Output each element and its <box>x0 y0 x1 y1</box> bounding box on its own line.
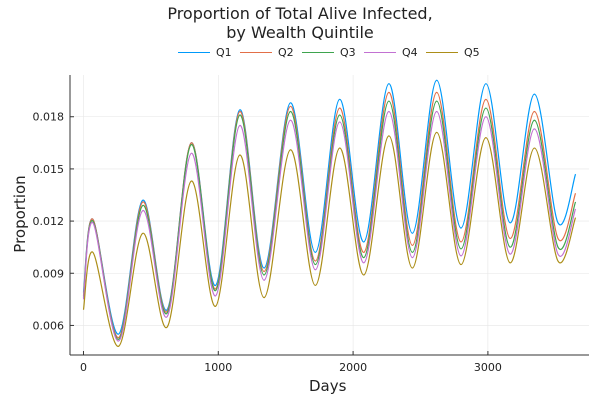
y-tick-label-0: 0.006 <box>33 319 65 332</box>
y-tick-label-2: 0.012 <box>33 215 65 228</box>
y-tick-label-3: 0.015 <box>33 163 65 176</box>
legend-label-q2: Q2 <box>278 45 294 59</box>
x-tick-label-1: 1000 <box>204 361 232 374</box>
series-line-q5 <box>82 131 577 347</box>
legend-swatch-q5 <box>426 51 458 53</box>
series-line-q4 <box>82 110 577 342</box>
legend-label-q4: Q4 <box>402 45 418 59</box>
legend-item-q4: Q4 <box>364 44 426 60</box>
legend-label-q5: Q5 <box>464 45 480 59</box>
legend-swatch-q4 <box>364 51 396 53</box>
legend-swatch-q1 <box>178 51 210 53</box>
y-tick-label-1: 0.009 <box>33 267 65 280</box>
legend-item-q1: Q1 <box>178 44 240 60</box>
y-tick-label-4: 0.018 <box>33 111 65 124</box>
x-tick-label-3: 3000 <box>474 361 502 374</box>
chart-title-line-2: by Wealth Quintile <box>226 23 374 42</box>
legend-item-q5: Q5 <box>426 44 488 60</box>
chart-legend: Q1 Q2 Q3 Q4 Q5 <box>178 44 488 60</box>
x-axis-title: Days <box>309 377 347 395</box>
legend-label-q1: Q1 <box>216 45 232 59</box>
series-line-q3 <box>82 100 577 340</box>
x-tick-label-2: 2000 <box>339 361 367 374</box>
chart-title-line-1: Proportion of Total Alive Infected, <box>167 4 433 23</box>
legend-swatch-q3 <box>302 51 334 53</box>
legend-item-q3: Q3 <box>302 44 364 60</box>
x-tick-label-0: 0 <box>80 361 87 374</box>
legend-item-q2: Q2 <box>240 44 302 60</box>
y-axis-title: Proportion <box>11 175 29 253</box>
legend-label-q3: Q3 <box>340 45 356 59</box>
legend-swatch-q2 <box>240 51 272 53</box>
